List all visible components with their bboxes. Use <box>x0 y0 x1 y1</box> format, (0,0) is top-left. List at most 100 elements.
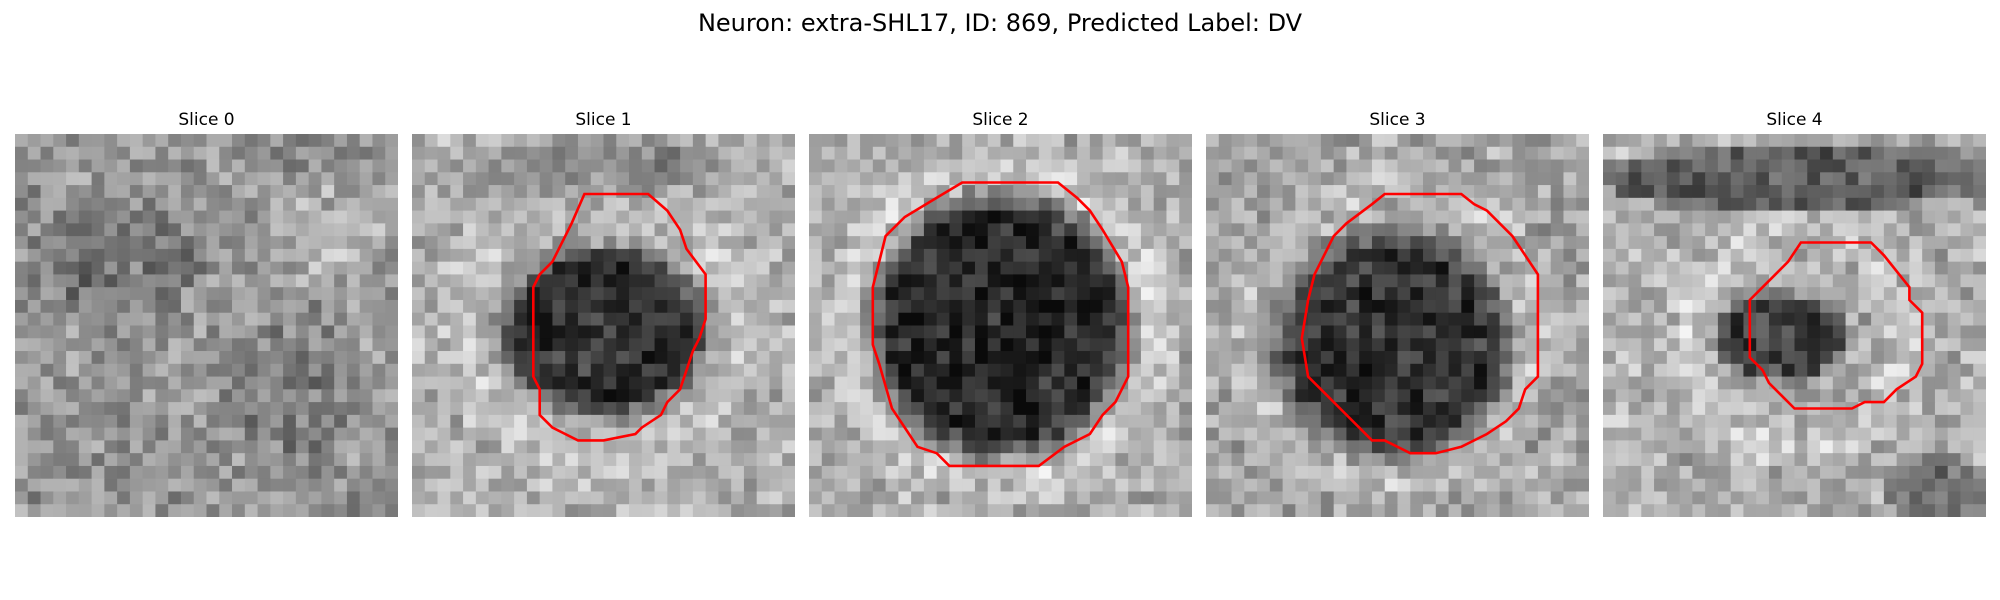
image-pixel <box>15 223 29 237</box>
image-pixel <box>168 287 182 301</box>
image-pixel <box>885 197 899 212</box>
image-pixel <box>1371 159 1386 173</box>
image-pixel <box>1705 504 1719 517</box>
image-pixel <box>346 389 361 403</box>
image-pixel <box>1397 363 1411 378</box>
image-pixel <box>1166 440 1180 454</box>
image-pixel <box>1666 134 1681 148</box>
image-pixel <box>501 338 515 352</box>
image-pixel <box>949 338 963 352</box>
image-pixel <box>1435 299 1450 314</box>
image-pixel <box>1641 248 1655 263</box>
image-pixel <box>1140 351 1155 365</box>
image-pixel <box>1717 504 1732 517</box>
image-pixel <box>142 197 157 212</box>
image-pixel <box>308 440 322 454</box>
image-pixel <box>206 172 220 186</box>
image-pixel <box>475 465 490 480</box>
image-pixel <box>475 172 490 186</box>
image-pixel <box>629 210 643 224</box>
image-pixel <box>705 146 719 161</box>
image-pixel <box>1102 427 1116 441</box>
image-pixel <box>1269 287 1284 301</box>
image-pixel <box>860 197 874 212</box>
image-pixel <box>1603 287 1617 301</box>
image-pixel <box>1730 376 1745 390</box>
image-pixel <box>1934 287 1949 301</box>
image-pixel <box>936 248 951 263</box>
image-pixel <box>1179 325 1192 339</box>
image-pixel <box>577 440 592 454</box>
image-pixel <box>295 389 310 403</box>
image-pixel <box>526 427 541 441</box>
image-pixel <box>257 185 271 199</box>
image-pixel <box>1257 427 1271 441</box>
image-pixel <box>514 172 528 186</box>
image-pixel <box>539 440 554 454</box>
image-pixel <box>834 312 848 327</box>
image-pixel <box>1474 402 1488 416</box>
image-pixel <box>911 414 925 429</box>
image-pixel <box>1166 134 1180 148</box>
image-pixel <box>206 414 220 429</box>
image-pixel <box>1563 223 1577 237</box>
image-pixel <box>193 351 208 365</box>
image-pixel <box>1896 197 1910 212</box>
image-pixel <box>565 197 579 212</box>
image-pixel <box>692 376 707 390</box>
image-pixel <box>1153 223 1168 237</box>
image-pixel <box>155 146 169 161</box>
image-pixel <box>129 363 144 378</box>
image-pixel <box>1089 261 1104 276</box>
image-pixel <box>1576 338 1589 352</box>
image-pixel <box>78 248 93 263</box>
image-pixel <box>1871 351 1885 365</box>
image-pixel <box>1128 274 1142 288</box>
image-pixel <box>1282 453 1296 467</box>
image-pixel <box>1371 376 1386 390</box>
image-pixel <box>1909 325 1923 339</box>
image-pixel <box>1730 389 1745 403</box>
image-pixel <box>680 453 694 467</box>
image-pixel <box>1550 299 1565 314</box>
image-pixel <box>40 414 54 429</box>
image-pixel <box>104 146 118 161</box>
image-pixel <box>616 248 630 263</box>
image-pixel <box>168 185 182 199</box>
image-pixel <box>1435 465 1450 480</box>
image-pixel <box>1705 440 1719 454</box>
image-pixel <box>53 402 67 416</box>
image-pixel <box>1960 287 1974 301</box>
image-pixel <box>1883 478 1898 493</box>
image-pixel <box>1666 376 1681 390</box>
image-pixel <box>1308 159 1322 173</box>
image-pixel <box>949 172 963 186</box>
image-pixel <box>450 146 464 161</box>
image-pixel <box>1153 210 1168 224</box>
image-pixel <box>206 338 220 352</box>
image-pixel <box>1615 363 1630 378</box>
image-pixel <box>1768 363 1783 378</box>
image-pixel <box>539 389 554 403</box>
image-pixel <box>1628 325 1642 339</box>
image-pixel <box>1512 376 1526 390</box>
image-pixel <box>1435 363 1450 378</box>
image-pixel <box>334 363 348 378</box>
image-pixel <box>552 363 566 378</box>
image-pixel <box>667 299 681 314</box>
image-pixel <box>1257 491 1271 505</box>
image-pixel <box>1654 261 1668 276</box>
image-pixel <box>1832 274 1847 288</box>
image-pixel <box>359 427 374 441</box>
image-pixel <box>40 465 54 480</box>
image-pixel <box>809 427 823 441</box>
image-pixel <box>911 427 925 441</box>
image-pixel <box>437 134 451 148</box>
image-pixel <box>91 312 105 327</box>
image-pixel <box>78 338 93 352</box>
image-pixel <box>78 325 93 339</box>
slice-title: Slice 2 <box>972 110 1029 130</box>
image-pixel <box>834 389 848 403</box>
image-pixel <box>1423 465 1437 480</box>
image-pixel <box>450 159 464 173</box>
